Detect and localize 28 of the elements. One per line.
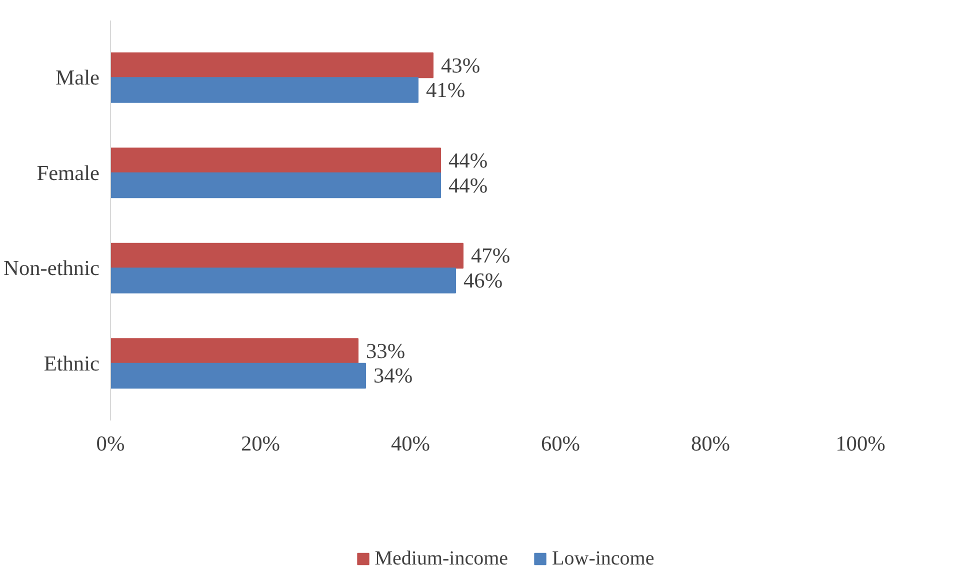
data-label: 44%	[448, 173, 488, 198]
data-label: 33%	[366, 338, 406, 363]
bar	[110, 338, 358, 364]
data-label: 46%	[464, 268, 503, 292]
bar	[110, 172, 441, 198]
bar	[110, 148, 441, 174]
y-tick-label: Ethnic	[44, 351, 100, 376]
legend-label: Medium-income	[374, 547, 508, 570]
x-tick-label: 40%	[390, 432, 430, 456]
bar	[110, 77, 418, 103]
bar	[110, 268, 456, 294]
bar	[110, 362, 366, 389]
data-label: 44%	[448, 148, 488, 172]
data-label: 34%	[374, 364, 413, 388]
y-tick-label: Male	[56, 66, 100, 90]
bar	[110, 52, 434, 78]
x-tick-label: 60%	[540, 432, 580, 456]
x-tick-label: 0%	[96, 432, 125, 456]
x-tick-label: 80%	[690, 432, 730, 456]
data-label: 43%	[441, 53, 480, 78]
x-tick-label: 100%	[836, 432, 886, 456]
data-label: 41%	[426, 78, 466, 102]
data-label: 47%	[471, 244, 510, 268]
legend-label: Low-income	[552, 547, 654, 570]
x-tick-label: 20%	[240, 432, 280, 456]
y-tick-label: Female	[36, 160, 100, 185]
y-tick-label: Non-ethnic	[4, 256, 100, 280]
bar	[110, 242, 464, 269]
